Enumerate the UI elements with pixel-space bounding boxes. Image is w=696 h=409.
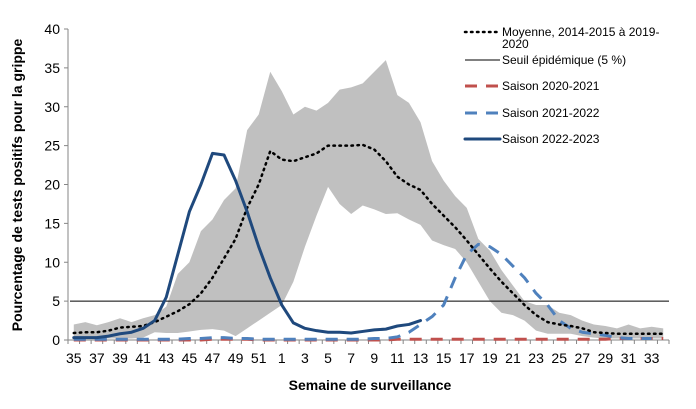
legend-label: Saison 2022-2023 [502,132,600,146]
legend-label: Seuil épidémique (5 %) [502,53,626,67]
x-tick-label: 37 [89,350,105,366]
legend-label: Moyenne, 2014-2015 à 2019-2020 [502,25,659,51]
y-tick-label: 25 [44,138,60,154]
legend-label: Saison 2020-2021 [502,79,600,93]
x-tick-label: 39 [112,350,128,366]
x-tick-label: 29 [598,350,614,366]
series-lines [70,143,669,342]
x-tick-label: 43 [158,350,174,366]
x-tick-label: 1 [278,350,286,366]
x-tick-label: 21 [505,350,521,366]
y-tick-label: 5 [52,293,60,309]
x-tick-label: 5 [324,350,332,366]
y-tick-label: 30 [44,99,60,115]
x-tick-label: 31 [621,350,637,366]
y-tick-label: 35 [44,60,60,76]
x-tick-label: 47 [205,350,221,366]
x-tick-label: 11 [390,350,405,366]
x-tick-label: 35 [66,350,82,366]
y-axis-label: Pourcentage de tests positifs pour la gr… [9,39,25,332]
min-max-band [73,60,664,339]
series-line-moyenne-2014-2015-2019-2020 [72,143,665,336]
x-tick-label: 15 [436,350,452,366]
legend-label-line: 2020 [502,37,529,51]
y-tick-label: 20 [44,177,60,193]
y-tick-label: 15 [44,215,60,231]
x-tick-label: 27 [575,350,591,366]
x-tick-label: 3 [301,350,309,366]
x-tick-label: 51 [251,350,267,366]
legend-label-line: Moyenne, 2014-2015 à 2019- [502,25,659,39]
x-tick-label: 41 [135,350,151,366]
x-tick-label: 25 [551,350,567,366]
y-tick-label: 10 [44,254,60,270]
x-tick-label: 33 [644,350,660,366]
legend-label: Saison 2021-2022 [502,106,600,120]
y-tick-label: 40 [44,21,60,37]
series-line-saison-2022-2023 [72,151,423,340]
x-axis-label: Semaine de surveillance [289,377,452,393]
x-tick-label: 9 [370,350,378,366]
legend: Moyenne, 2014-2015 à 2019-2020 Seuil épid… [463,25,659,146]
x-tick-label: 7 [347,350,355,366]
y-tick-label: 0 [52,332,60,348]
x-tick-label: 17 [459,350,475,366]
x-tick-label: 13 [413,350,429,366]
x-tick-label: 19 [482,350,498,366]
band-area [73,60,664,339]
x-tick-label: 45 [182,350,198,366]
x-tick-label: 23 [528,350,544,366]
x-tick-label: 49 [228,350,244,366]
